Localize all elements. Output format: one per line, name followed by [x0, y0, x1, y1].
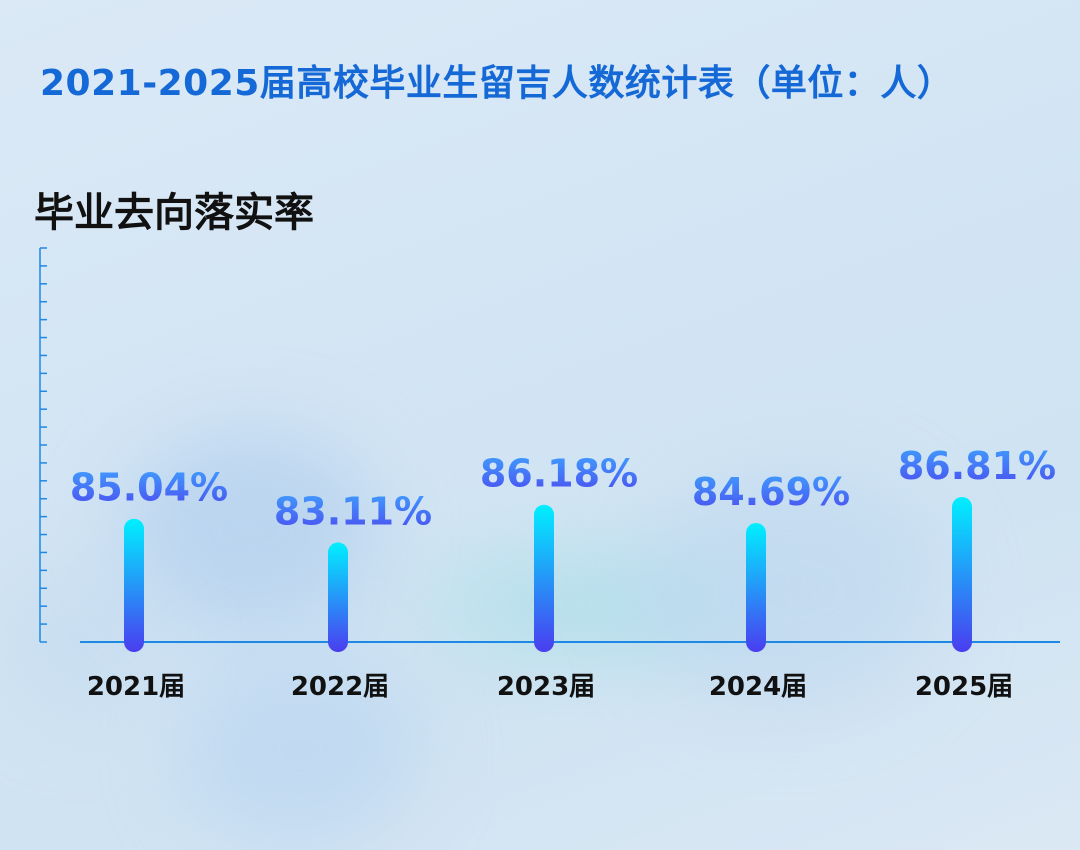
data-label: 83.11% — [274, 489, 432, 533]
x-tick-label: 2022届 — [291, 672, 389, 702]
background-blur — [640, 470, 940, 710]
bar-2021届 — [124, 518, 144, 652]
page-title: 2021-2025届高校毕业生留吉人数统计表（单位：人） — [40, 63, 954, 104]
data-label: 86.18% — [480, 452, 638, 496]
bar-2022届 — [328, 542, 348, 652]
bar-2025届 — [952, 497, 972, 652]
bar-2024届 — [746, 523, 766, 652]
data-label: 84.69% — [692, 470, 850, 514]
y-axis — [39, 247, 47, 643]
x-tick-label: 2024届 — [709, 672, 807, 702]
background-blur — [180, 650, 420, 850]
data-label: 86.81% — [898, 444, 1056, 488]
chart-title: 毕业去向落实率 — [34, 190, 314, 236]
x-tick-label: 2021届 — [87, 672, 185, 702]
bar-2023届 — [534, 504, 554, 652]
data-label: 85.04% — [70, 466, 228, 510]
x-tick-label: 2023届 — [497, 672, 595, 702]
x-tick-label: 2025届 — [915, 672, 1013, 702]
